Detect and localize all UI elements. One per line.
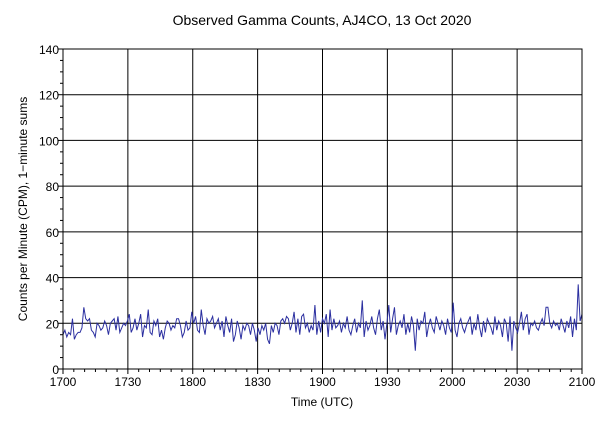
y-tick-label: 80 <box>46 180 60 194</box>
y-minor-ticks <box>58 48 63 370</box>
y-tick-label: 100 <box>39 134 59 148</box>
x-tick-label: 2000 <box>439 375 466 389</box>
x-tick-label: 2100 <box>569 375 596 389</box>
x-tick-label: 1700 <box>50 375 77 389</box>
y-tick-label: 60 <box>46 226 60 240</box>
x-tick-label: 1930 <box>374 375 401 389</box>
x-tick-label: 1800 <box>179 375 206 389</box>
y-tick-label: 20 <box>46 317 60 331</box>
series-line <box>62 284 583 351</box>
y-axis-label: Counts per Minute (CPM), 1−minute sums <box>16 97 30 321</box>
x-tick-label: 2030 <box>504 375 531 389</box>
y-tick-labels: 0 20 40 60 80 100 120 140 <box>39 43 59 377</box>
y-tick-label: 0 <box>52 363 59 377</box>
x-tick-label: 1730 <box>115 375 142 389</box>
x-tick-labels: 1700 1730 1800 1830 1900 1930 2000 2030 2100 <box>50 375 596 389</box>
x-minor-ticks <box>62 369 583 374</box>
chart-title: Observed Gamma Counts, AJ4CO, 13 Oct 202… <box>173 12 472 28</box>
y-tick-label: 140 <box>39 43 59 57</box>
x-tick-label: 1900 <box>309 375 336 389</box>
y-tick-label: 120 <box>39 89 59 103</box>
y-tick-label: 40 <box>46 272 60 286</box>
x-axis-label: Time (UTC) <box>291 395 353 409</box>
x-tick-label: 1830 <box>244 375 271 389</box>
grid <box>63 49 582 369</box>
